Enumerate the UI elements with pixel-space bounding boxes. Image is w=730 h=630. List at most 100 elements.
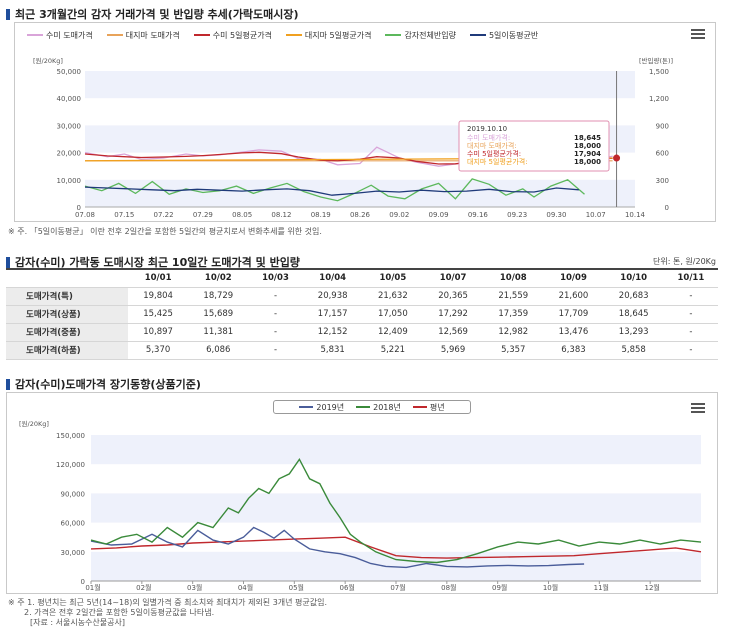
x-tick-label: 07.08 xyxy=(75,211,95,219)
section3-note-1: ※ 주 1. 평년치는 최근 5년(14~18)의 일별가격 중 최소치와 최대… xyxy=(8,598,328,607)
grid-band xyxy=(91,435,701,465)
y-axis-unit: [원/20Kg] xyxy=(19,419,49,428)
x-tick-label: 08.12 xyxy=(271,211,291,219)
x-tick-label: 10.07 xyxy=(586,211,606,219)
y2-tick-label: 900 xyxy=(656,122,669,130)
price-table: 10/01 10/02 10/03 10/04 10/05 10/07 10/08 10/09… xyxy=(6,268,718,360)
y2-tick-label: 1,200 xyxy=(649,95,669,103)
table-cell: 10,897 xyxy=(128,323,189,342)
x-tick-label: 09.09 xyxy=(429,211,449,219)
trend-chart-legend: 수미 도매가격 대지마 도매가격 수미 5일평균가격 대지마 5일평균가격 감자전체반입… xyxy=(27,27,552,43)
legend-label: 수미 5일평균가격 xyxy=(212,30,272,40)
table-cell: 20,365 xyxy=(422,287,484,306)
x-tick-label: 06월 xyxy=(339,583,354,592)
y-axis-unit: [원/20Kg] xyxy=(33,56,63,65)
legend-item[interactable]: 수미 5일평균가격 xyxy=(193,27,272,43)
series-line-4 xyxy=(84,178,585,202)
tooltip-label: 대지마 도매가격: xyxy=(467,141,517,150)
y-tick-label: 120,000 xyxy=(56,461,85,469)
table-row: 도매가격(하품) 5,370 6,086-5,831 5,221 5,969 5,357 6… xyxy=(6,341,718,360)
table-cell: - xyxy=(663,305,718,324)
legend-item[interactable]: 2018년 xyxy=(356,402,401,413)
series-line-1 xyxy=(90,457,702,564)
legend-swatch xyxy=(356,406,371,408)
section3-note-3: [자료 : 서울시농수산물공사] xyxy=(30,618,125,627)
legend-label: 감자전체반입량 xyxy=(404,30,456,40)
table-row: 도매가격(중품) 10,897 11,381-12,152 12,409 12,569 1… xyxy=(6,323,718,342)
y-tick-label: 20,000 xyxy=(57,150,82,158)
tooltip-value: 18,645 xyxy=(574,134,601,142)
y-tick-label: 50,000 xyxy=(57,68,82,76)
legend-swatch xyxy=(385,34,402,36)
y2-tick-label: 600 xyxy=(656,150,669,158)
longterm-chart-svg: 0 30,000 60,000 90,000 120,000 150,000 [원/20Kg… xyxy=(19,419,702,592)
longterm-chart-panel: 2019년 2018년 평년 0 30,000 60,000 90,000 120,000 1… xyxy=(6,392,718,594)
trend-chart-panel: 수미 도매가격 대지마 도매가격 수미 5일평균가격 대지마 5일평균가격 감자전체반입… xyxy=(14,22,716,222)
section1-title-text: 최근 3개월간의 감자 거래가격 및 반입량 추세(가락도매시장) xyxy=(15,8,299,21)
table-cell: 18,729 xyxy=(188,287,249,306)
x-tick-label: 09.23 xyxy=(507,211,527,219)
legend-label: 5일이동평균반 xyxy=(488,30,539,40)
section3-title-text: 감자(수미)도매가격 장기동향(상품기준) xyxy=(15,378,201,391)
legend-item[interactable]: 대지마 5일평균가격 xyxy=(285,27,372,43)
y-tick-label: 10,000 xyxy=(57,177,82,185)
column-header: 10/08 xyxy=(483,268,544,288)
row-label: 도매가격(상품) xyxy=(6,305,128,324)
x-tick-label: 05월 xyxy=(289,583,304,592)
x-tick-label: 07.29 xyxy=(193,211,213,219)
legend-label: 2019년 xyxy=(316,402,345,412)
section1-title: 최근 3개월간의 감자 거래가격 및 반입량 추세(가락도매시장) xyxy=(6,6,299,22)
legend-item[interactable]: 감자전체반입량 xyxy=(385,27,456,43)
column-header: 10/05 xyxy=(362,268,423,288)
legend-item[interactable]: 2019년 xyxy=(299,402,344,413)
table-cell: 13,293 xyxy=(603,323,664,342)
tooltip-label: 대지마 5일평균가격: xyxy=(467,157,528,166)
y2-axis-unit: [반입량(톤)] xyxy=(639,56,673,65)
series-line-5 xyxy=(84,186,579,196)
x-tick-label: 08.19 xyxy=(311,211,331,219)
table-cell: - xyxy=(248,287,303,306)
table-cell: 21,600 xyxy=(543,287,604,306)
table-cell: 5,370 xyxy=(128,341,189,360)
y-tick-label: 0 xyxy=(77,204,81,212)
legend-item[interactable]: 대지마 도매가격 xyxy=(106,27,180,43)
x-tick-label: 09.02 xyxy=(389,211,409,219)
chart-menu-icon[interactable] xyxy=(691,29,705,39)
legend-swatch xyxy=(469,34,486,36)
legend-label: 대지마 5일평균가격 xyxy=(304,30,372,40)
table-cell: 17,359 xyxy=(483,305,544,324)
row-label: 도매가격(중품) xyxy=(6,323,128,342)
x-tick-label: 07.15 xyxy=(114,211,134,219)
table-cell: 17,709 xyxy=(543,305,604,324)
x-tick-label: 07월 xyxy=(390,583,405,592)
legend-item[interactable]: 수미 도매가격 xyxy=(27,27,93,43)
legend-label: 평년 xyxy=(429,402,445,412)
table-cell: 20,683 xyxy=(603,287,664,306)
x-tick-label: 07.22 xyxy=(154,211,174,219)
column-header: 10/04 xyxy=(302,268,363,288)
legend-swatch xyxy=(106,34,123,36)
chart-menu-icon[interactable] xyxy=(691,403,705,413)
section-marker-icon xyxy=(6,378,10,390)
legend-swatch xyxy=(285,34,302,36)
table-header-row: 10/01 10/02 10/03 10/04 10/05 10/07 10/08 10/09… xyxy=(6,268,718,288)
x-tick-label: 09월 xyxy=(492,583,507,592)
table-cell: 18,645 xyxy=(603,305,664,324)
tooltip-value: 17,904 xyxy=(574,150,601,158)
table-unit: 단위: 톤, 원/20Kg xyxy=(653,257,716,266)
tooltip-box xyxy=(458,120,610,172)
legend-item[interactable]: 평년 xyxy=(412,402,445,413)
table-cell: 5,357 xyxy=(483,341,544,360)
y2-tick-label: 1,500 xyxy=(649,68,669,76)
x-tick-label: 08월 xyxy=(441,583,456,592)
section3-title: 감자(수미)도매가격 장기동향(상품기준) xyxy=(6,376,201,392)
trend-chart-svg: 0 10,000 20,000 30,000 40,000 50,000 0 300 600 90… xyxy=(33,56,673,219)
tooltip-value: 18,000 xyxy=(574,142,601,150)
legend-item[interactable]: 5일이동평균반 xyxy=(469,27,539,43)
y-tick-label: 40,000 xyxy=(57,95,82,103)
section3-note-2: 2. 가격은 전후 2일간을 포함한 5일이동평균값을 나타냄. xyxy=(24,608,215,617)
legend-swatch xyxy=(27,34,43,36)
row-label: 도매가격(하품) xyxy=(6,341,128,360)
table-cell: 11,381 xyxy=(188,323,249,342)
section2-title: 감자(수미) 가락동 도매시장 최근 10일간 도매가격 및 반입량 xyxy=(6,254,300,270)
